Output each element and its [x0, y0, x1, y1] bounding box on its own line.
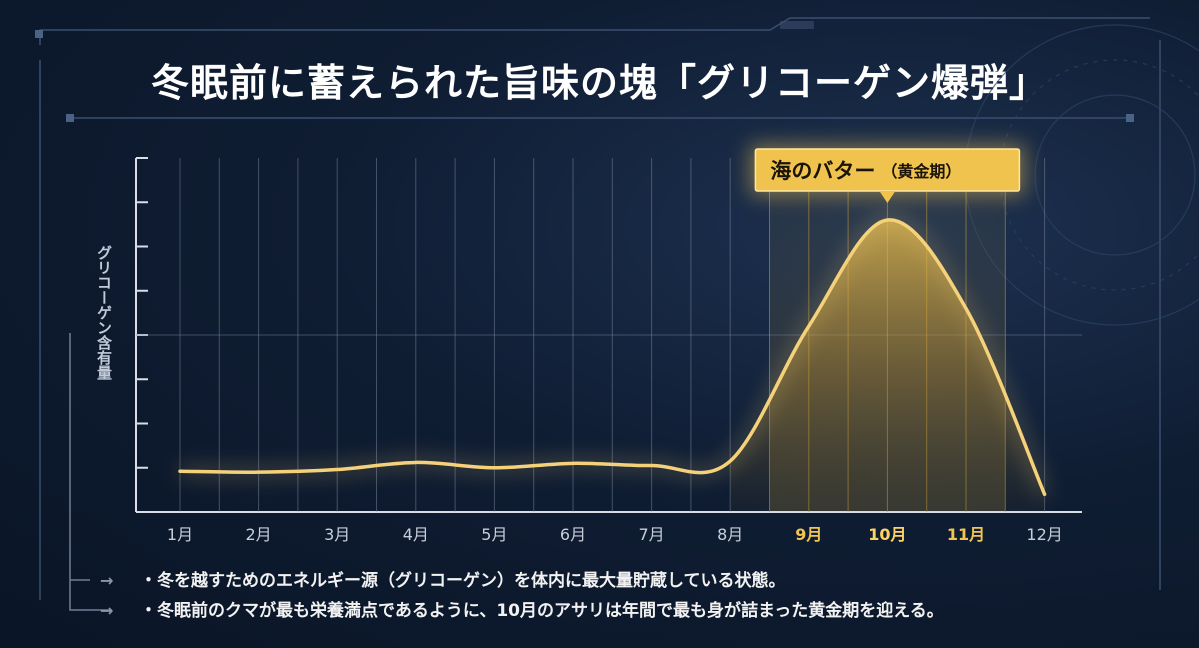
- x-tick-label: 12月: [1026, 525, 1062, 544]
- note-text: ・冬を越すためのエネルギー源（グリコーゲン）を体内に最大量貯蔵している状態。: [140, 571, 786, 591]
- callout-label: 海のバター: [770, 159, 875, 183]
- x-tick-label: 5月: [481, 525, 507, 544]
- series-line: [178, 218, 1047, 497]
- callout-pointer: [879, 191, 896, 203]
- x-tick-label: 7月: [639, 525, 665, 544]
- note-2: → ・冬眠前のクマが最も栄養満点であるように、10月のアサリは年間で最も身が詰ま…: [70, 596, 944, 626]
- annotation: 海のバター （黄金期）: [749, 144, 1026, 203]
- x-tick-label: 2月: [246, 525, 272, 544]
- x-tick-label: 10月: [868, 525, 906, 544]
- x-tick-label: 6月: [560, 525, 586, 544]
- page-title: 冬眠前に蓄えられた旨味の塊「グリコーゲン爆弾」: [150, 61, 1048, 105]
- x-tick-label: 9月: [795, 525, 822, 544]
- x-axis: 1月 2月 3月 4月 5月 6月 7月 8月 9月 10月 11月 12月: [167, 525, 1063, 544]
- callout-suffix: （黄金期）: [881, 162, 961, 181]
- x-tick-label: 8月: [717, 525, 743, 544]
- y-axis-label: グリコーゲン含有量: [95, 245, 113, 380]
- arrow-right-icon: →: [100, 601, 114, 620]
- note-text: ・冬眠前のクマが最も栄養満点であるように、10月のアサリは年間で最も身が詰まった…: [140, 601, 944, 621]
- x-tick-label: 3月: [324, 525, 350, 544]
- grid: [135, 157, 1082, 513]
- decorative-frame: [35, 17, 1161, 611]
- x-tick-label: 1月: [167, 525, 193, 544]
- x-tick-label: 11月: [947, 525, 985, 544]
- arrow-right-icon: →: [100, 571, 114, 590]
- x-tick-label: 4月: [403, 525, 429, 544]
- notes: → ・冬を越すためのエネルギー源（グリコーゲン）を体内に最大量貯蔵している状態。…: [70, 566, 944, 626]
- note-1: → ・冬を越すためのエネルギー源（グリコーゲン）を体内に最大量貯蔵している状態。: [70, 566, 944, 596]
